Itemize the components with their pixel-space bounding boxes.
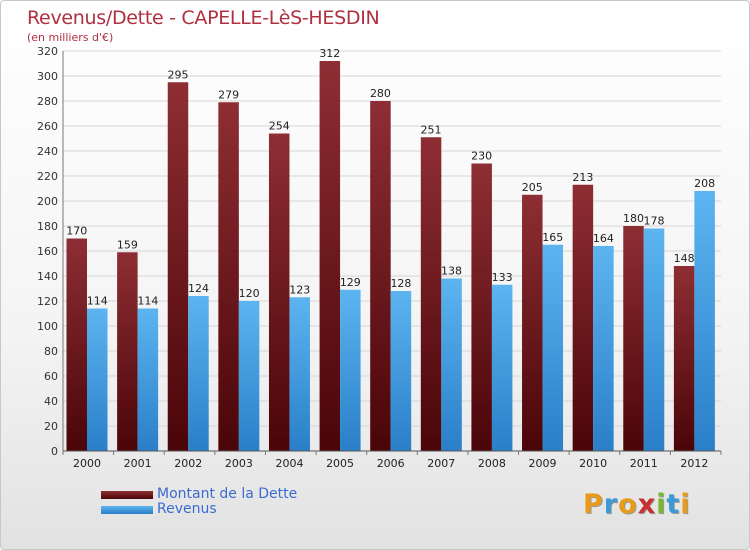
x-tick-label: 2010 <box>579 457 607 470</box>
y-tick-label: 160 <box>37 245 58 258</box>
x-tick-label: 2006 <box>377 457 405 470</box>
y-tick-label: 140 <box>37 270 58 283</box>
y-tick-label: 60 <box>44 370 58 383</box>
bar-debt <box>268 133 290 451</box>
data-label-debt: 148 <box>674 252 695 265</box>
data-label-debt: 205 <box>522 181 543 194</box>
y-tick-label: 280 <box>37 95 58 108</box>
data-label-debt: 180 <box>623 212 644 225</box>
y-tick-label: 20 <box>44 420 58 433</box>
y-tick-label: 200 <box>37 195 58 208</box>
data-label-debt: 279 <box>218 88 239 101</box>
data-label-revenue: 114 <box>87 295 108 308</box>
x-tick-label: 2009 <box>529 457 557 470</box>
y-tick-label: 260 <box>37 120 58 133</box>
data-label-revenue: 165 <box>542 231 563 244</box>
y-tick-label: 40 <box>44 395 58 408</box>
legend-swatch-debt <box>101 490 153 499</box>
data-label-revenue: 128 <box>390 277 411 290</box>
bar-debt <box>66 238 87 451</box>
bar-debt <box>117 252 138 451</box>
bar-debt <box>623 226 644 451</box>
bar-revenue <box>643 228 665 451</box>
data-label-debt: 213 <box>572 171 593 184</box>
data-label-debt: 254 <box>269 120 290 133</box>
bar-debt <box>673 266 695 451</box>
chart-subtitle: (en milliers d'€) <box>27 31 114 44</box>
x-tick-label: 2007 <box>427 457 455 470</box>
data-label-debt: 295 <box>167 68 188 81</box>
bar-revenue <box>441 278 462 451</box>
bar-revenue <box>289 297 310 451</box>
y-tick-label: 220 <box>37 170 58 183</box>
y-tick-label: 100 <box>37 320 58 333</box>
data-label-revenue: 120 <box>239 287 260 300</box>
bar-debt <box>420 137 442 451</box>
bar-revenue <box>390 291 412 451</box>
bar-revenue <box>593 246 614 451</box>
x-tick-label: 2008 <box>478 457 506 470</box>
bar-debt <box>319 61 341 451</box>
bar-debt <box>370 101 391 451</box>
bar-revenue <box>542 244 564 451</box>
y-tick-label: 240 <box>37 145 58 158</box>
data-label-revenue: 123 <box>289 283 310 296</box>
bar-debt <box>218 102 239 451</box>
x-tick-label: 2012 <box>680 457 708 470</box>
chart-title: Revenus/Dette - CAPELLE-LèS-HESDIN <box>27 7 380 29</box>
bar-revenue <box>238 301 260 451</box>
data-label-revenue: 208 <box>694 177 715 190</box>
legend-entry-revenue: Revenus <box>101 502 297 517</box>
data-label-revenue: 129 <box>340 276 361 289</box>
y-tick-label: 120 <box>37 295 58 308</box>
proxiti-logo: Proxiti <box>583 489 691 520</box>
x-tick-label: 2004 <box>275 457 303 470</box>
legend-swatch-revenue <box>101 505 153 514</box>
bar-debt <box>522 194 543 451</box>
data-label-revenue: 178 <box>644 215 665 228</box>
y-tick-label: 300 <box>37 70 58 83</box>
data-label-debt: 159 <box>117 238 138 251</box>
data-label-debt: 230 <box>471 150 492 163</box>
y-tick-label: 180 <box>37 220 58 233</box>
x-tick-label: 2002 <box>174 457 202 470</box>
data-label-revenue: 164 <box>593 232 614 245</box>
bar-revenue <box>188 296 209 451</box>
x-tick-label: 2011 <box>630 457 658 470</box>
y-tick-label: 0 <box>51 445 58 458</box>
data-label-revenue: 133 <box>492 271 513 284</box>
data-label-debt: 312 <box>319 47 340 60</box>
x-tick-label: 2000 <box>73 457 101 470</box>
data-label-revenue: 138 <box>441 265 462 278</box>
bar-debt <box>471 163 492 451</box>
bar-revenue <box>137 308 159 451</box>
bar-revenue <box>694 191 715 451</box>
legend-label-debt: Montant de la Dette <box>157 486 298 502</box>
data-label-revenue: 114 <box>137 295 158 308</box>
data-label-debt: 280 <box>370 87 391 100</box>
data-label-revenue: 124 <box>188 282 209 295</box>
y-tick-label: 320 <box>37 45 58 58</box>
legend-label-revenue: Revenus <box>157 501 217 517</box>
data-label-debt: 170 <box>66 225 87 238</box>
chart-legend: Montant de la Dette Revenus <box>101 487 297 517</box>
data-label-debt: 251 <box>421 123 442 136</box>
x-tick-label: 2005 <box>326 457 354 470</box>
x-tick-label: 2003 <box>225 457 253 470</box>
y-tick-label: 80 <box>44 345 58 358</box>
bar-revenue <box>340 289 361 451</box>
bar-debt <box>572 184 594 451</box>
bar-debt <box>167 82 189 451</box>
bar-revenue <box>87 308 108 451</box>
bar-revenue <box>491 284 513 451</box>
x-tick-label: 2001 <box>124 457 152 470</box>
legend-entry-debt: Montant de la Dette <box>101 487 297 502</box>
